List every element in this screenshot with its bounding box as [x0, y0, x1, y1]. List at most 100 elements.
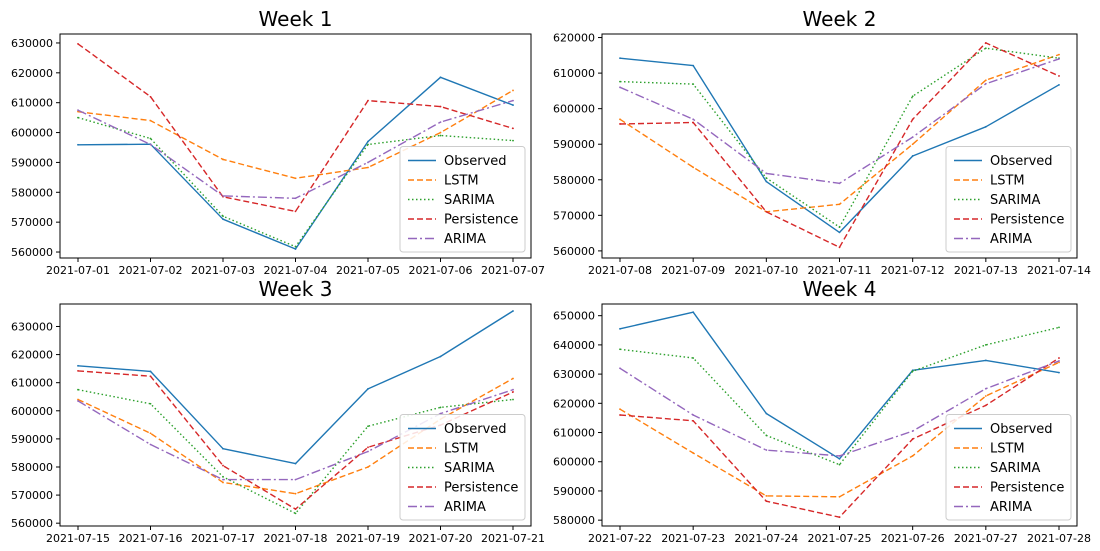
data-point-sarima: [984, 343, 987, 346]
y-tick-label: 600000: [553, 103, 595, 116]
legend-label-sarima: SARIMA: [990, 193, 1040, 208]
x-tick-label: 2021-07-23: [661, 532, 725, 545]
data-point-arima: [984, 82, 987, 85]
x-tick-label: 2021-07-18: [264, 532, 328, 545]
x-tick-label: 2021-07-04: [264, 264, 328, 277]
data-point-sarima: [911, 370, 914, 373]
data-point-arima: [692, 118, 695, 121]
data-point-persistence: [294, 210, 297, 213]
data-point-observed: [765, 412, 768, 415]
data-point-lstm: [439, 131, 442, 134]
data-point-observed: [1058, 371, 1060, 374]
chart-panel-1: Week 1 560000 570000 580000 590000 600000 6100…: [11, 7, 545, 277]
chart-panel-4: Week 4 580000 590000 600000 610000 620000 6300…: [553, 277, 1091, 545]
data-point-lstm: [149, 432, 152, 435]
data-point-observed: [984, 125, 987, 128]
data-point-persistence: [367, 99, 369, 102]
x-tick-label: 2021-07-27: [954, 532, 1018, 545]
data-point-arima: [838, 454, 841, 457]
data-point-sarima: [984, 47, 987, 50]
data-point-lstm: [984, 79, 987, 82]
x-tick-label: 2021-07-16: [119, 532, 183, 545]
y-tick-label: 600000: [11, 405, 53, 418]
y-tick-label: 610000: [11, 97, 53, 110]
data-point-observed: [367, 387, 369, 390]
data-point-sarima: [367, 143, 369, 146]
y-tick-label: 650000: [553, 310, 595, 323]
y-tick-label: 620000: [553, 397, 595, 410]
x-tick-label: 2021-07-24: [734, 532, 798, 545]
data-point-sarima: [222, 215, 224, 218]
x-tick-label: 2021-07-10: [734, 264, 798, 277]
data-point-observed: [367, 140, 369, 143]
y-tick-label: 630000: [11, 320, 53, 333]
legend: Observed LSTM SARIMA Persistence ARIMA: [399, 414, 526, 521]
data-point-observed: [222, 218, 224, 221]
chart-title: Week 2: [803, 7, 877, 31]
y-tick-label: 590000: [553, 138, 595, 151]
data-point-lstm: [77, 398, 79, 401]
data-point-arima: [294, 197, 297, 200]
legend-label-arima: ARIMA: [444, 232, 486, 247]
data-point-observed: [512, 104, 514, 106]
data-point-persistence: [439, 105, 442, 108]
data-point-lstm: [512, 89, 514, 92]
data-point-sarima: [512, 139, 514, 142]
data-point-arima: [439, 121, 442, 124]
data-point-arima: [765, 449, 768, 451]
data-point-lstm: [222, 158, 224, 161]
legend-label-sarima: SARIMA: [444, 461, 494, 476]
x-tick-label: 2021-07-13: [954, 264, 1018, 277]
data-point-lstm: [692, 452, 695, 454]
data-point-observed: [77, 364, 79, 367]
legend-label-lstm: LSTM: [444, 442, 479, 457]
data-point-sarima: [765, 434, 768, 437]
data-point-lstm: [1058, 53, 1060, 56]
data-point-persistence: [77, 42, 79, 45]
y-tick-label: 590000: [11, 156, 53, 169]
legend: Observed LSTM SARIMA Persistence ARIMA: [945, 146, 1072, 253]
data-point-lstm: [838, 203, 841, 206]
data-point-sarima: [1058, 326, 1060, 329]
data-point-arima: [765, 172, 768, 175]
legend-label-persistence: Persistence: [444, 481, 518, 496]
data-point-sarima: [77, 116, 79, 119]
data-point-sarima: [222, 475, 224, 478]
y-tick-label: 560000: [11, 517, 53, 530]
x-tick-label: 2021-07-11: [808, 264, 872, 277]
legend-box: [945, 146, 1072, 253]
x-tick-label: 2021-07-12: [881, 264, 945, 277]
x-tick-label: 2021-07-14: [1027, 264, 1091, 277]
x-tick-label: 2021-07-06: [409, 264, 473, 277]
data-point-arima: [984, 387, 987, 390]
legend-label-persistence: Persistence: [990, 213, 1064, 228]
data-point-arima: [222, 194, 224, 197]
x-tick-label: 2021-07-03: [191, 264, 255, 277]
x-tick-label: 2021-07-05: [336, 264, 400, 277]
y-tick-label: 580000: [11, 186, 53, 199]
data-point-observed: [1058, 83, 1060, 86]
data-point-persistence: [367, 446, 369, 449]
legend: Observed LSTM SARIMA Persistence ARIMA: [399, 146, 526, 253]
legend-label-sarima: SARIMA: [990, 461, 1040, 476]
data-point-observed: [692, 311, 695, 314]
legend-label-observed: Observed: [990, 422, 1053, 437]
data-point-persistence: [1058, 75, 1060, 77]
data-point-observed: [294, 248, 297, 250]
data-point-observed: [619, 57, 621, 60]
data-point-observed: [838, 231, 841, 234]
y-tick-label: 560000: [11, 246, 53, 259]
data-point-lstm: [149, 119, 152, 122]
data-point-persistence: [911, 118, 914, 121]
y-tick-label: 620000: [11, 349, 53, 362]
y-tick-label: 610000: [11, 377, 53, 390]
data-point-sarima: [77, 388, 79, 391]
y-tick-label: 570000: [553, 209, 595, 222]
data-point-lstm: [911, 143, 914, 146]
data-point-persistence: [512, 391, 514, 393]
y-tick-label: 630000: [11, 37, 53, 50]
chart-title: Week 4: [803, 277, 877, 301]
data-point-observed: [692, 64, 695, 67]
legend: Observed LSTM SARIMA Persistence ARIMA: [945, 414, 1072, 521]
